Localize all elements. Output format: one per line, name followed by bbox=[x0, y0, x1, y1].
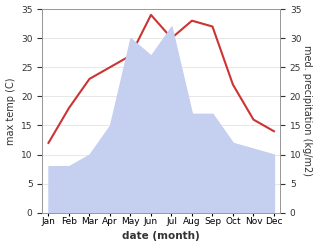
X-axis label: date (month): date (month) bbox=[122, 231, 200, 242]
Y-axis label: med. precipitation (kg/m2): med. precipitation (kg/m2) bbox=[302, 45, 313, 176]
Y-axis label: max temp (C): max temp (C) bbox=[5, 77, 16, 145]
